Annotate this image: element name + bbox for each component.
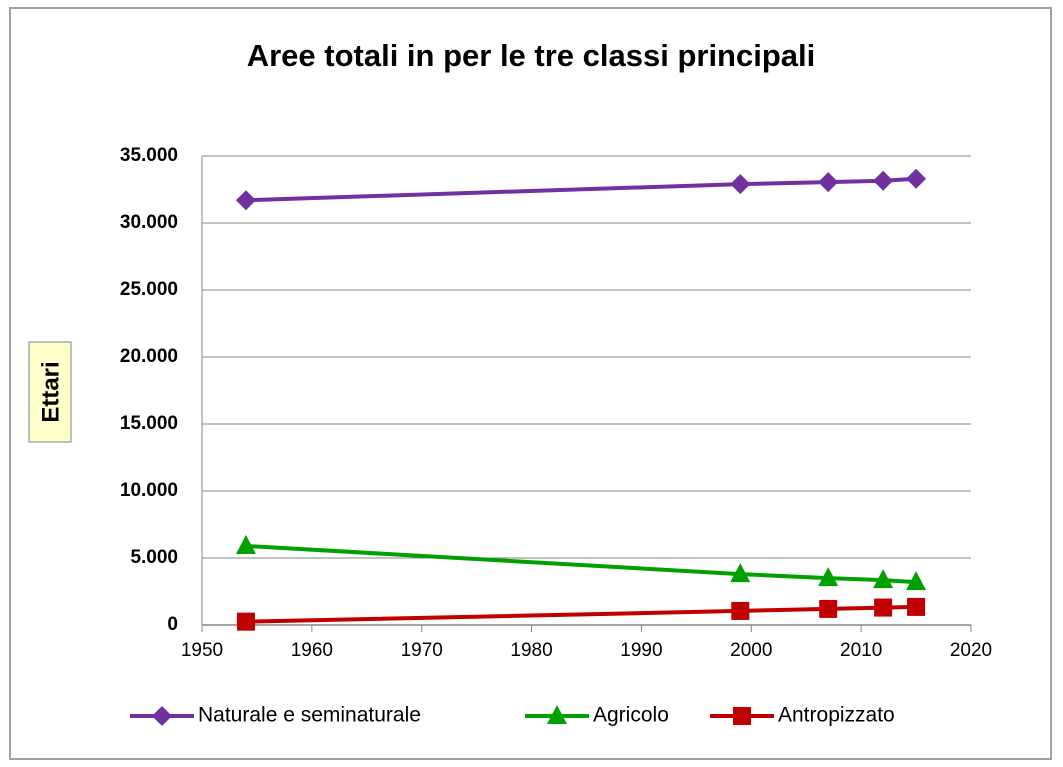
data-point	[235, 534, 256, 554]
legend-marker	[733, 707, 751, 725]
x-tick-label: 1970	[401, 640, 443, 661]
x-tick-label: 2010	[840, 640, 882, 661]
data-point	[236, 612, 255, 631]
y-axis-label: Ettari	[37, 361, 64, 422]
data-point	[873, 170, 894, 191]
legend-label: Naturale e seminaturale	[198, 704, 421, 727]
chart-border	[9, 7, 1052, 760]
data-point	[873, 569, 894, 589]
data-point	[906, 571, 927, 591]
data-point	[819, 599, 838, 618]
x-tick-label: 1950	[181, 640, 223, 661]
y-tick-label: 30.000	[120, 212, 178, 233]
data-point	[906, 168, 927, 189]
data-point	[818, 172, 839, 193]
data-point	[730, 174, 751, 195]
data-point	[235, 190, 256, 211]
legend-label: Antropizzato	[778, 704, 895, 727]
y-tick-label: 20.000	[120, 346, 178, 367]
x-tick-label: 1980	[510, 640, 552, 661]
chart-title: Aree totali in per le tre classi princip…	[247, 38, 816, 73]
y-tick-label: 15.000	[120, 413, 178, 434]
y-tick-label: 35.000	[120, 145, 178, 166]
x-tick-label: 1990	[620, 640, 662, 661]
data-point	[731, 601, 750, 620]
legend-marker	[547, 705, 567, 724]
legend-label: Agricolo	[593, 704, 669, 727]
data-point	[907, 597, 926, 616]
y-tick-label: 25.000	[120, 279, 178, 300]
y-tick-label: 5.000	[130, 547, 178, 568]
x-tick-label: 2020	[950, 640, 992, 661]
legend-marker	[152, 706, 172, 726]
y-tick-label: 0	[167, 614, 178, 635]
y-label-box	[28, 341, 72, 443]
data-point	[730, 563, 751, 583]
data-point	[874, 598, 893, 617]
data-point	[818, 567, 839, 587]
x-tick-label: 2000	[730, 640, 772, 661]
x-tick-label: 1960	[291, 640, 333, 661]
y-tick-label: 10.000	[120, 480, 178, 501]
